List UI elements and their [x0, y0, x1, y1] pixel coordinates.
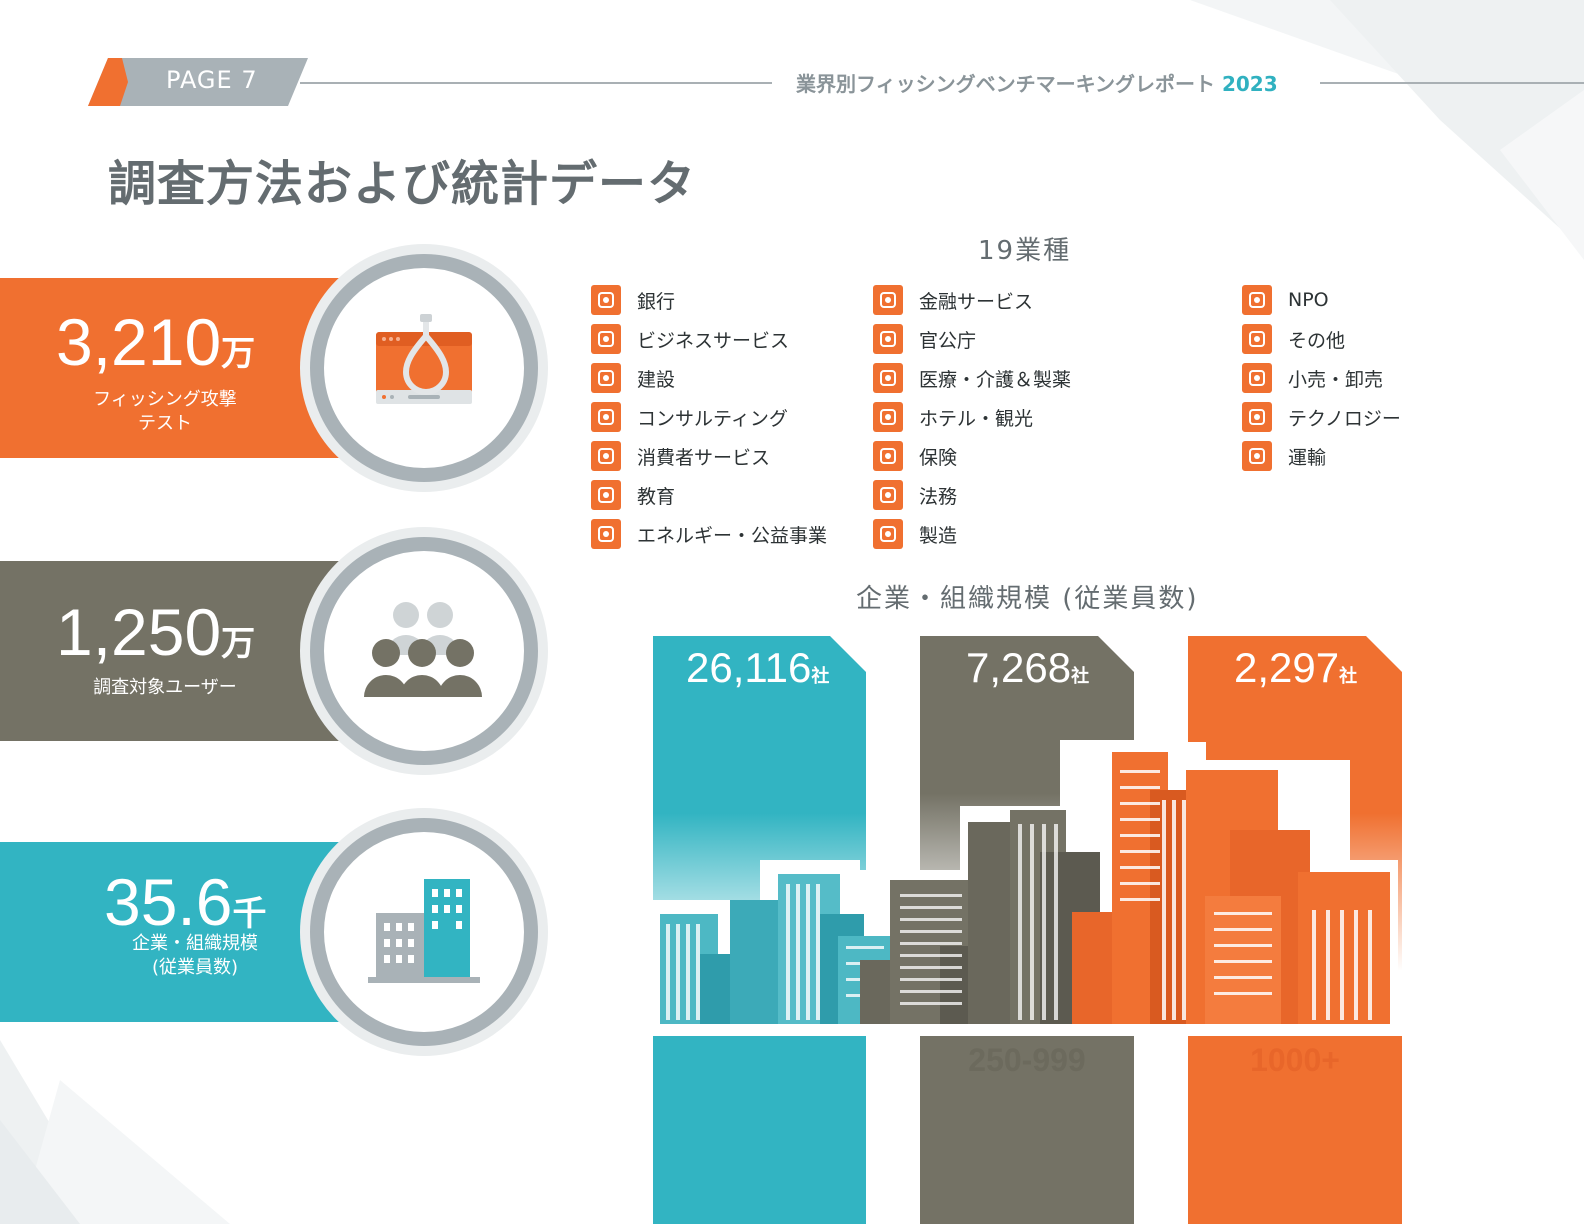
computer-icon: [1242, 402, 1272, 432]
industry-item: コンサルティング: [591, 402, 788, 432]
page-tab: [88, 58, 308, 106]
industry-label: 医療・介護＆製薬: [919, 368, 1072, 391]
industry-label: テクノロジー: [1288, 407, 1401, 430]
industry-item: 官公庁: [873, 324, 976, 354]
industries-heading: 19業種: [978, 236, 1072, 266]
industry-label: NPO: [1288, 289, 1329, 311]
truck-icon: [1242, 441, 1272, 471]
bar-chart-icon: [591, 441, 621, 471]
report-title-text: 業界別フィッシングベンチマーキングレポート: [796, 72, 1215, 96]
industry-item: 建設: [591, 363, 675, 393]
industry-label: 製造: [919, 524, 958, 547]
industry-label: その他: [1288, 329, 1346, 352]
industry-label: ビジネスサービス: [637, 329, 790, 352]
report-year: 2023: [1221, 72, 1278, 96]
construction-vehicle-icon: [591, 363, 621, 393]
industry-label: 教育: [637, 485, 676, 508]
buildings-gray: [860, 810, 1100, 1026]
column-bottom-small: [653, 1036, 866, 1224]
count-medium-orgs: 7,268社: [966, 644, 1090, 691]
industry-item: その他: [1242, 324, 1345, 354]
people-icon: [1242, 324, 1272, 354]
count-large-orgs: 2,297社: [1234, 644, 1358, 691]
column-bottom-large: [1188, 1036, 1402, 1224]
industry-label: 保険: [919, 446, 958, 469]
factory-icon: [873, 519, 903, 549]
buildings-icon: [366, 875, 482, 989]
industry-label: 銀行: [637, 290, 676, 313]
handshake-icon: [873, 402, 903, 432]
pie-chart-icon: [591, 402, 621, 432]
page-label: PAGE 7: [166, 66, 258, 94]
stat-value-org-size: 35.6千: [104, 865, 267, 939]
industry-item: 銀行: [591, 285, 675, 315]
industry-label: 小売・卸売: [1288, 368, 1384, 391]
stat-label-phishing-tests: フィッシング攻撃 テスト: [93, 389, 237, 434]
header-rule-left: [300, 82, 772, 84]
industry-item: NPO: [1242, 285, 1329, 315]
industry-label: 運輸: [1288, 446, 1327, 469]
industry-item: 法務: [873, 480, 957, 510]
industry-item: 小売・卸売: [1242, 363, 1383, 393]
industry-item: 消費者サービス: [591, 441, 770, 471]
industry-label: 消費者サービス: [637, 446, 771, 469]
gavel-icon: [873, 480, 903, 510]
industry-item: 運輸: [1242, 441, 1326, 471]
caduceus-icon: [873, 363, 903, 393]
stat-ring-org-size: [300, 808, 548, 1056]
lightbulb-icon: [591, 519, 621, 549]
government-building-icon: [873, 324, 903, 354]
industry-label: 金融サービス: [919, 290, 1034, 313]
industry-item: 教育: [591, 480, 675, 510]
folder-icon: [873, 441, 903, 471]
money-bag-icon: [591, 285, 621, 315]
industry-item: 製造: [873, 519, 957, 549]
industry-label: 法務: [919, 485, 958, 508]
industry-item: 保険: [873, 441, 957, 471]
hand-heart-icon: [1242, 285, 1272, 315]
range-medium-orgs: 250-999: [968, 1042, 1086, 1078]
users-group-icon: [364, 597, 484, 705]
industry-item: 医療・介護＆製薬: [873, 363, 1071, 393]
industry-label: コンサルティング: [637, 407, 788, 430]
industry-label: 官公庁: [919, 329, 977, 352]
industry-item: テクノロジー: [1242, 402, 1401, 432]
industry-item: 金融サービス: [873, 285, 1033, 315]
industry-label: 建設: [637, 368, 676, 391]
business-people-icon: [591, 324, 621, 354]
industry-item: ホテル・観光: [873, 402, 1033, 432]
stat-value-users: 1,250万: [56, 595, 256, 669]
range-large-orgs: 1000+: [1250, 1042, 1340, 1078]
stat-value-phishing-tests: 3,210万: [56, 305, 256, 379]
report-title: 業界別フィッシングベンチマーキングレポート 2023: [796, 68, 1278, 97]
cash-stack-icon: [873, 285, 903, 315]
shopping-card-icon: [1242, 363, 1272, 393]
industry-label: ホテル・観光: [919, 407, 1034, 430]
stat-label-org-size: 企業・組織規模 (従業員数): [132, 933, 258, 978]
org-size-heading: 企業・組織規模 (従業員数): [856, 584, 1199, 614]
industry-label: エネルギー・公益事業: [637, 524, 828, 547]
count-small-orgs: 26,116社: [686, 644, 830, 691]
column-bottom-medium: [920, 1036, 1134, 1224]
industry-item: ビジネスサービス: [591, 324, 789, 354]
header-rule-right: [1320, 82, 1584, 84]
stat-label-users: 調査対象ユーザー: [93, 677, 237, 698]
page-title: 調査方法および統計データ: [108, 156, 697, 212]
graduation-cap-icon: [591, 480, 621, 510]
industry-item: エネルギー・公益事業: [591, 519, 827, 549]
stat-ring-users: [300, 527, 548, 775]
phishing-laptop-icon: [372, 313, 476, 422]
